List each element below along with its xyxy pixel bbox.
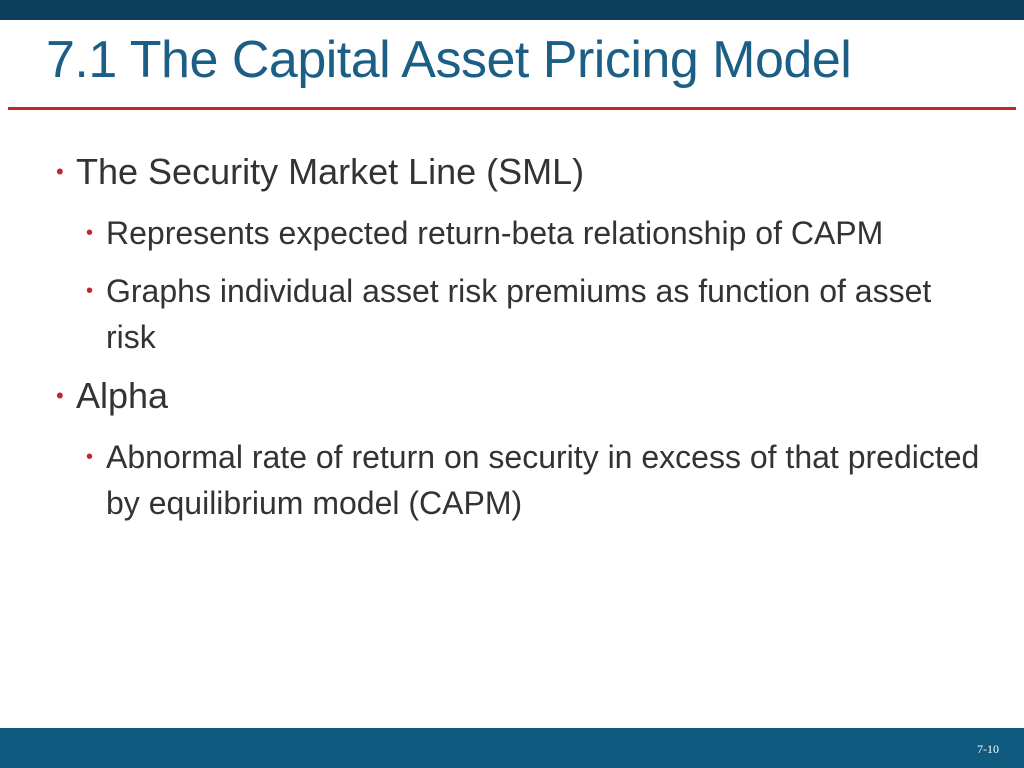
bullet-text: Alpha [76, 375, 169, 416]
sub-bullet-expected-return: • Represents expected return-beta relati… [86, 210, 986, 256]
bullet-text: Graphs individual asset risk premiums as… [106, 273, 932, 355]
sub-bullet-risk-premiums: • Graphs individual asset risk premiums … [86, 268, 986, 360]
page-number: 7-10 [977, 742, 999, 756]
bullet-marker: • [56, 159, 64, 184]
bullet-text: The Security Market Line (SML) [76, 151, 585, 192]
bullet-marker: • [86, 222, 94, 244]
bullet-list: • The Security Market Line (SML) • Repre… [56, 148, 986, 538]
bullet-marker: • [86, 446, 94, 468]
bullet-marker: • [86, 280, 94, 302]
bullet-text: Represents expected return-beta relation… [106, 215, 884, 251]
bottom-banner [0, 728, 1024, 768]
slide-title: 7.1 The Capital Asset Pricing Model [46, 31, 852, 89]
sub-bullet-abnormal-return: • Abnormal rate of return on security in… [86, 434, 986, 526]
bullet-alpha: • Alpha [56, 372, 986, 420]
title-divider [8, 107, 1016, 110]
bullet-marker: • [56, 383, 64, 408]
top-banner [0, 0, 1024, 20]
bullet-sml: • The Security Market Line (SML) [56, 148, 986, 196]
bullet-text: Abnormal rate of return on security in e… [106, 439, 980, 521]
